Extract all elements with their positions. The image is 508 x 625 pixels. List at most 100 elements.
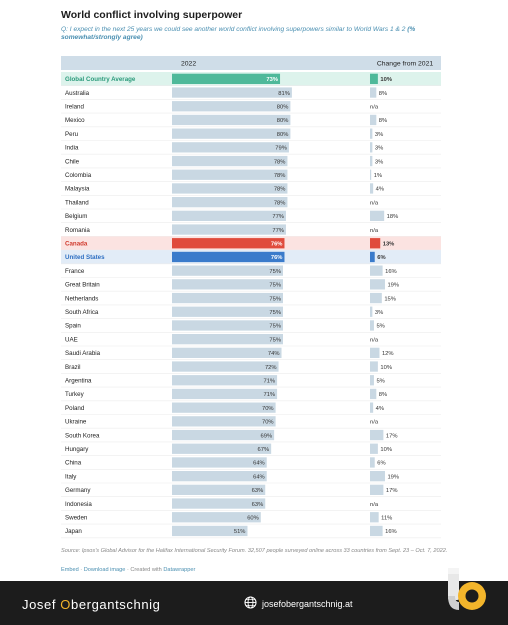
change-label: n/a	[370, 337, 379, 343]
value-bar	[172, 347, 282, 358]
value-bar	[172, 73, 281, 84]
change-bar	[370, 292, 382, 304]
value-label: 75%	[269, 310, 281, 316]
country-label: Japan	[65, 528, 82, 535]
chart-links: Embed · Download image · Created with Da…	[61, 567, 195, 573]
change-label: 15%	[384, 296, 396, 302]
change-label: 6%	[377, 461, 385, 467]
change-bar	[370, 375, 374, 386]
country-label: Ireland	[65, 103, 84, 110]
value-label: 80%	[277, 118, 289, 124]
value-bar	[172, 484, 266, 495]
download-image-link[interactable]: Download image	[83, 567, 126, 573]
value-label: 70%	[262, 420, 274, 426]
value-label: 75%	[269, 296, 281, 302]
value-label: 67%	[258, 447, 270, 453]
change-bar	[370, 279, 385, 290]
datawrapper-link[interactable]: Datawrapper	[163, 567, 196, 573]
change-bar	[370, 457, 375, 468]
country-label: Canada	[65, 240, 88, 247]
brand-highlight-letter: O	[60, 597, 72, 612]
change-label: 10%	[380, 447, 392, 453]
value-bar	[172, 155, 288, 167]
change-label: 18%	[387, 214, 399, 220]
value-label: 64%	[253, 474, 265, 480]
change-bar	[370, 512, 379, 523]
country-label: South Africa	[65, 309, 99, 316]
change-bar	[370, 73, 378, 84]
country-label: Colombia	[65, 172, 92, 179]
country-label: Italy	[65, 473, 77, 480]
value-bar	[172, 471, 267, 482]
change-bar	[370, 210, 385, 221]
value-bar	[172, 402, 276, 413]
change-bar	[370, 238, 381, 249]
change-label: 16%	[385, 529, 397, 535]
country-label: Belgium	[65, 213, 87, 220]
value-label: 72%	[265, 365, 277, 371]
change-bar	[370, 402, 374, 413]
chart-subtitle: Q: I expect in the next 25 years we coul…	[61, 26, 446, 43]
change-label: 4%	[376, 406, 384, 412]
value-label: 63%	[252, 488, 264, 494]
value-bar	[172, 169, 288, 180]
change-label: 10%	[380, 77, 392, 83]
value-label: 79%	[275, 146, 287, 152]
value-bar	[172, 279, 283, 290]
value-bar	[172, 87, 292, 98]
value-bar	[172, 416, 276, 427]
footer-bar: Josef Obergantschnig josefobergantschnig…	[0, 581, 508, 625]
country-label: Australia	[65, 90, 90, 97]
value-label: 77%	[272, 228, 284, 234]
change-label: n/a	[370, 228, 379, 234]
value-label: 75%	[269, 283, 281, 289]
change-label: 19%	[387, 474, 399, 480]
value-label: 51%	[234, 529, 246, 535]
value-label: 64%	[253, 461, 265, 467]
created-with-text: Created with	[130, 567, 162, 573]
change-bar	[370, 87, 377, 98]
value-label: 60%	[247, 515, 259, 521]
change-label: 8%	[379, 118, 387, 124]
chart-table: 2022 Change from 2021 Global Country Avera…	[61, 56, 441, 539]
change-label: 3%	[375, 159, 383, 165]
change-label: n/a	[370, 104, 379, 110]
country-label: China	[65, 460, 82, 467]
brand-name: Josef Obergantschnig	[22, 597, 161, 612]
country-label: Peru	[65, 131, 79, 138]
value-label: 63%	[252, 502, 264, 508]
link-separator: ·	[80, 567, 84, 573]
jo-logo	[448, 568, 486, 610]
change-label: 3%	[375, 132, 383, 138]
change-label: 3%	[375, 146, 383, 152]
globe-icon	[244, 596, 257, 609]
change-bar	[370, 142, 373, 153]
value-label: 75%	[269, 269, 281, 275]
change-bar	[370, 525, 383, 537]
brand-first-name: Josef	[22, 597, 61, 612]
value-bar	[172, 375, 278, 386]
change-label: 8%	[379, 91, 387, 97]
change-label: 17%	[386, 488, 398, 494]
value-bar	[172, 361, 279, 372]
country-label: Sweden	[65, 514, 88, 521]
country-label: Spain	[65, 323, 81, 330]
country-label: Turkey	[65, 391, 85, 398]
country-label: United States	[65, 254, 105, 261]
country-label: Indonesia	[65, 501, 92, 508]
change-label: n/a	[370, 420, 379, 426]
value-label: 71%	[263, 378, 275, 384]
change-bar	[370, 155, 373, 167]
website-link[interactable]: josefobergantschnig.at	[262, 599, 353, 609]
value-label: 80%	[277, 132, 289, 138]
change-label: 5%	[376, 324, 384, 330]
value-bar	[172, 334, 283, 345]
embed-link[interactable]: Embed	[61, 567, 79, 573]
value-label: 78%	[274, 187, 286, 193]
chart-title: World conflict involving superpower	[61, 9, 243, 21]
country-label: Saudi Arabia	[65, 350, 101, 357]
country-label: Netherlands	[65, 295, 98, 302]
value-bar	[172, 498, 266, 509]
value-bar	[172, 183, 288, 194]
value-bar	[172, 388, 278, 400]
